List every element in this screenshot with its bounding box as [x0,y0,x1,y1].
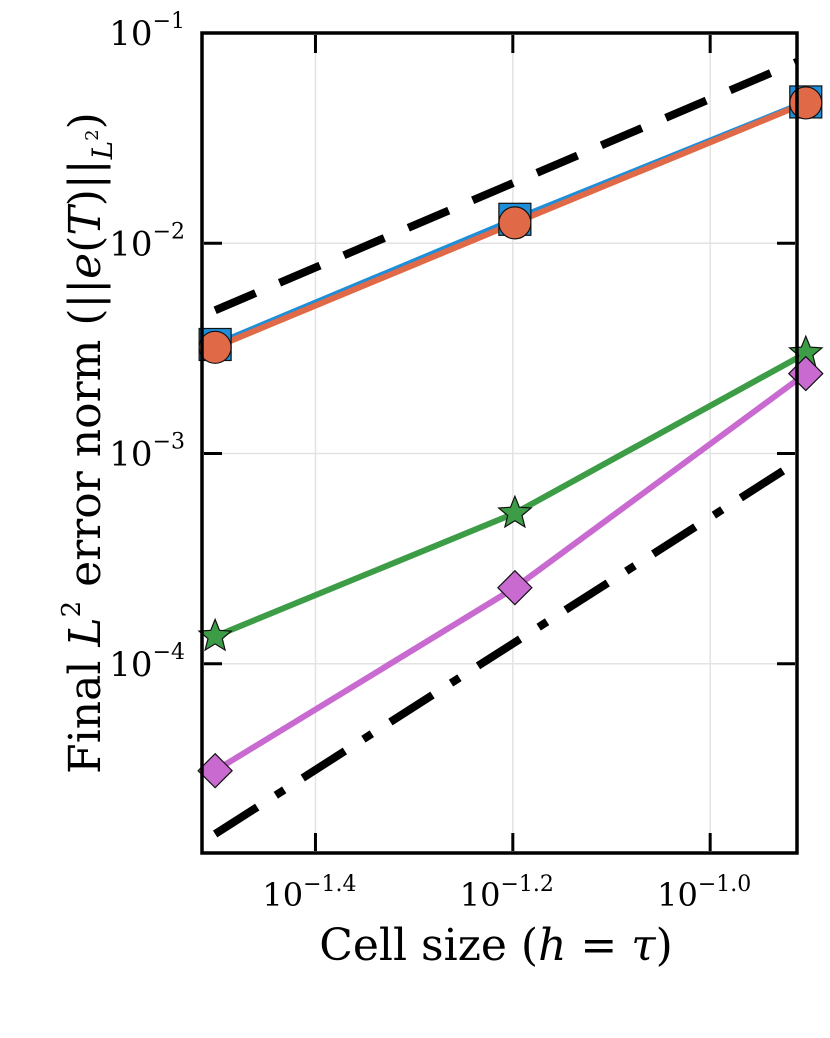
series-3-point [197,617,233,652]
x-tick-label: 10−1.2 [460,872,554,914]
x-tick-label: 10−1.0 [657,872,751,914]
series-lines [212,57,797,838]
x-tick-label: 10−1.4 [262,872,356,914]
series-4-point [497,569,533,606]
series-3-point [497,494,533,529]
y-tick-label: 10−3 [109,430,185,475]
series-4-point [197,752,233,789]
y-tick-label: 10−1 [109,9,185,54]
series-2-point [498,206,532,240]
y-axis-label: Final L2 error norm (||e(T)||L2) [57,112,119,774]
y-tick-label: 10−2 [109,219,185,264]
axis-ticks: 10−1.4 10−1.2 10−1.0 10−1 10−2 10−3 10−4 [109,9,795,914]
y-tick-label: 10−4 [109,640,185,685]
order-3-reference-line [212,457,797,838]
series-2-point [198,330,232,364]
series-4-line [213,376,797,774]
x-axis-label: Cell size (h = τ) [319,920,673,971]
order-2-reference-line [213,57,797,314]
series-2-point [789,86,823,120]
plot-frame [200,31,799,855]
series-markers [197,85,824,789]
